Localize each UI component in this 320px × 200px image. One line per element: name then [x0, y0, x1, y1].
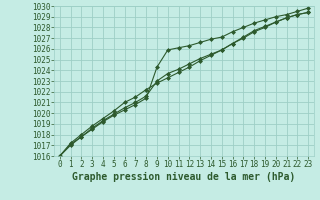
X-axis label: Graphe pression niveau de la mer (hPa): Graphe pression niveau de la mer (hPa) — [72, 172, 296, 182]
